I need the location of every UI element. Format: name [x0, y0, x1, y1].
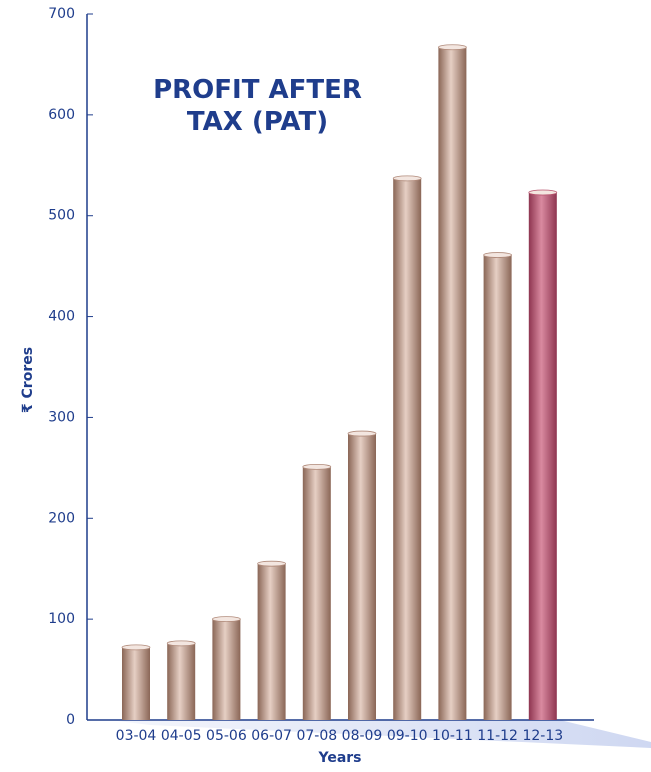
- x-tick-label: 11-12: [477, 728, 518, 744]
- bar: [257, 563, 286, 720]
- bar-cap: [392, 175, 422, 182]
- bar-cap: [437, 44, 467, 51]
- x-tick-label: 04-05: [161, 728, 202, 744]
- x-tick-label: 09-10: [387, 728, 428, 744]
- chart-title: PROFIT AFTER TAX (PAT): [153, 75, 362, 137]
- bar: [438, 47, 467, 721]
- bar-cap: [257, 560, 287, 567]
- bar: [302, 466, 331, 720]
- x-tick-label: 06-07: [251, 728, 292, 744]
- x-tick-label: 05-06: [206, 728, 247, 744]
- y-tick-label: 700: [48, 6, 75, 22]
- bar-cap: [483, 252, 513, 258]
- x-tick-label: 10-11: [432, 728, 473, 744]
- y-tick-label: 400: [48, 309, 75, 325]
- bar-cap: [121, 644, 151, 651]
- bar-cap: [347, 430, 377, 437]
- x-tick-label: 07-08: [296, 728, 337, 744]
- bar-cap: [302, 463, 332, 470]
- y-tick-label: 200: [48, 510, 75, 526]
- bar: [393, 178, 422, 720]
- bar-cap: [166, 640, 196, 647]
- y-tick-label: 500: [48, 208, 75, 224]
- y-tick-label: 100: [48, 611, 75, 627]
- bar-cap: [211, 616, 241, 623]
- bar: [167, 643, 196, 720]
- x-tick-label: 12-13: [522, 728, 563, 744]
- bar-cap: [528, 189, 558, 196]
- bar: [212, 619, 241, 720]
- y-axis-label: ₹ Crores: [20, 347, 36, 413]
- bar: [122, 647, 150, 720]
- x-tick-label: 03-04: [116, 728, 157, 744]
- bar: [528, 192, 557, 720]
- bar: [348, 433, 376, 720]
- y-tick-label: 600: [48, 107, 75, 123]
- floor: [110, 720, 651, 748]
- x-tick-label: 08-09: [342, 728, 383, 744]
- y-tick-label: 0: [66, 712, 75, 728]
- bar: [483, 255, 512, 720]
- x-axis-label: Years: [317, 750, 361, 766]
- y-tick-label: 300: [48, 409, 75, 425]
